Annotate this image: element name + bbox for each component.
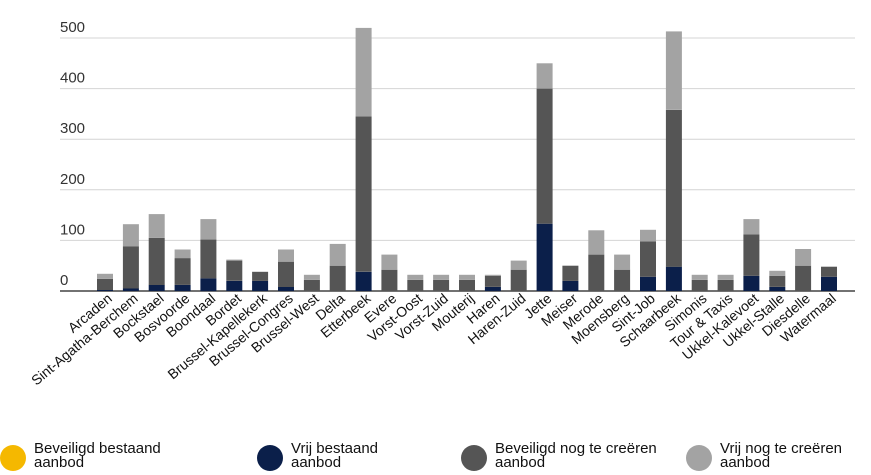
bar-segment	[355, 116, 372, 272]
bar-segment	[226, 280, 243, 291]
bar-segment	[510, 260, 527, 270]
legend-item-vrij-nog-te-creeren: Vrij nog te creëren aanbod	[686, 438, 871, 471]
bar-segment	[536, 88, 553, 224]
legend-swatch-vrij-bestaand	[257, 445, 283, 471]
x-axis-category-labels: ArcadenSint-Agatha-BerchemBockstaelBosvo…	[28, 289, 839, 388]
bar-segment	[484, 275, 501, 287]
bar-segment	[407, 279, 424, 291]
bar-segment	[665, 109, 682, 267]
bar-segment	[821, 276, 837, 291]
bar-segment	[743, 275, 760, 291]
legend-swatch-beveiligd-bestaand	[0, 445, 26, 471]
bar-segment	[459, 274, 475, 280]
bar-segment	[97, 273, 113, 279]
legend: Beveiligd bestaand aanbod Vrij bestaand …	[0, 438, 871, 475]
y-tick-label: 100	[60, 221, 85, 238]
bar-segment	[200, 239, 217, 279]
bar-segment	[691, 279, 708, 291]
bar-segment	[510, 269, 527, 291]
bar-segment	[640, 276, 656, 291]
bar-segment	[303, 279, 320, 291]
legend-swatch-beveiligd-nog-te-creeren	[461, 445, 487, 471]
bar-segment	[148, 237, 165, 285]
bar-segment	[769, 287, 786, 291]
bar-segment	[717, 279, 734, 291]
bar-segment	[200, 278, 217, 292]
legend-label-beveiligd-nog-te-creeren: Beveiligd nog te creëren aanbod	[495, 440, 657, 471]
legend-label-vrij-bestaand: Vrij bestaand aanbod	[291, 440, 378, 471]
bar-segment	[226, 259, 243, 261]
bar-segment	[717, 274, 734, 280]
bar-segment	[588, 230, 605, 255]
bar-segment	[122, 246, 139, 289]
y-tick-label: 400	[60, 70, 85, 87]
bar-segment	[148, 284, 165, 291]
bar-segment	[200, 219, 217, 240]
bar-segment	[743, 219, 760, 235]
bar-segment	[97, 278, 113, 290]
y-axis-tick-labels: 0 100 200 300 400 500	[60, 19, 85, 289]
stacked-bar-chart: 0 100 200 300 400 500 ArcadenSint-Agatha-Berc…	[28, 19, 855, 388]
legend-item-vrij-bestaand: Vrij bestaand aanbod	[257, 438, 411, 471]
bar-segment	[821, 266, 837, 277]
bar-segment	[148, 214, 165, 238]
bar-segment	[562, 265, 579, 281]
bar-segment	[665, 266, 682, 291]
y-tick-label: 500	[60, 19, 85, 36]
legend-item-beveiligd-nog-te-creeren: Beveiligd nog te creëren aanbod	[461, 438, 685, 471]
bar-segment	[174, 258, 191, 285]
bar-segment	[407, 274, 424, 280]
bar-segment	[588, 254, 605, 291]
y-tick-label: 200	[60, 171, 85, 188]
bar-segment	[355, 27, 372, 117]
bar-segment	[122, 224, 139, 247]
bar-segment	[536, 63, 553, 89]
bar-segment	[278, 261, 294, 287]
bar-segment	[536, 223, 553, 291]
bar-segment	[795, 265, 812, 291]
legend-item-beveiligd-bestaand: Beveiligd bestaand aanbod	[0, 438, 184, 471]
bars	[97, 27, 837, 292]
bar-segment	[278, 249, 294, 262]
bar-segment	[614, 269, 631, 291]
y-tick-label: 0	[60, 272, 68, 289]
bar-segment	[122, 288, 139, 291]
bar-segment	[769, 275, 786, 287]
bar-segment	[252, 280, 269, 291]
bar-segment	[459, 279, 475, 291]
bar-segment	[743, 234, 760, 276]
bar-segment	[640, 241, 656, 277]
bar-segment	[484, 287, 501, 291]
bar-segment	[665, 31, 682, 110]
legend-label-beveiligd-bestaand: Beveiligd bestaand aanbod	[34, 440, 161, 471]
legend-swatch-vrij-nog-te-creeren	[686, 445, 712, 471]
bar-segment	[97, 290, 113, 291]
bar-segment	[691, 274, 708, 280]
bar-segment	[278, 287, 294, 291]
y-tick-label: 300	[60, 120, 85, 137]
bar-segment	[355, 271, 372, 291]
x-category-label: Sint-Agatha-Berchem	[28, 290, 141, 388]
bar-segment	[174, 249, 191, 259]
bar-segment	[795, 249, 812, 266]
bar-segment	[562, 280, 579, 291]
bar-segment	[381, 254, 398, 270]
bar-segment	[433, 279, 450, 291]
bar-segment	[769, 270, 786, 276]
bar-segment	[614, 254, 631, 270]
bar-segment	[174, 284, 191, 291]
bar-segment	[640, 229, 656, 242]
legend-label-vrij-nog-te-creeren: Vrij nog te creëren aanbod	[720, 440, 843, 471]
bar-segment	[484, 274, 501, 276]
bar-segment	[252, 271, 269, 281]
bar-segment	[329, 243, 346, 266]
bar-segment	[381, 269, 398, 291]
bar-segment	[329, 265, 346, 291]
bar-segment	[303, 274, 320, 280]
bar-segment	[433, 274, 450, 280]
bar-segment	[226, 260, 243, 281]
